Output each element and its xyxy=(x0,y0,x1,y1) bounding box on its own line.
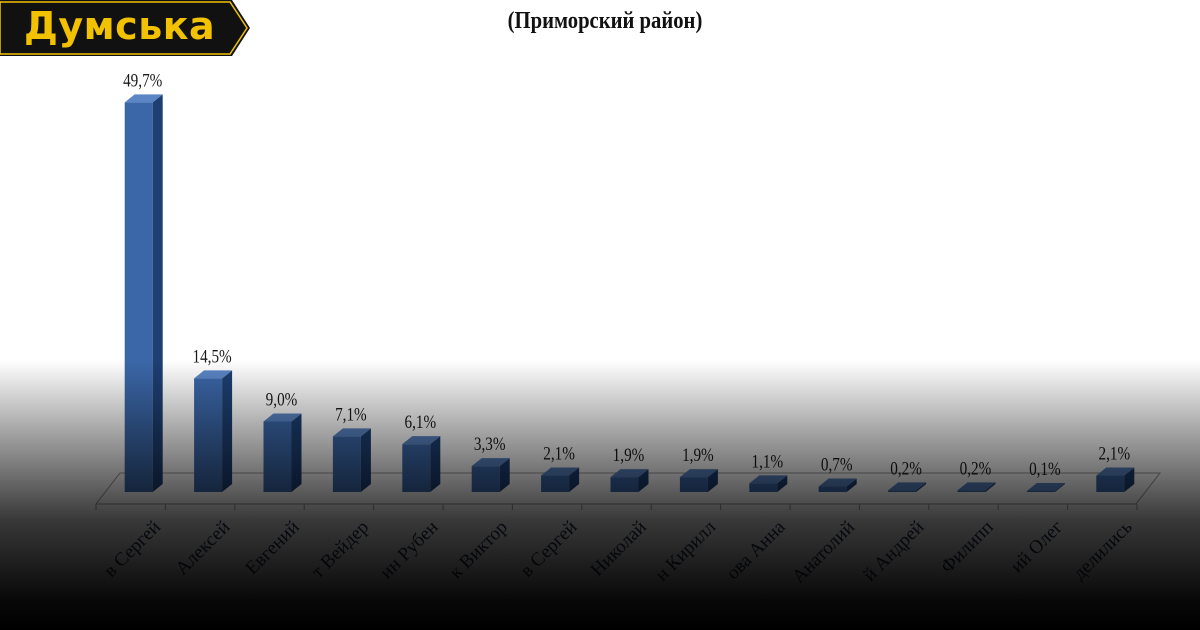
data-label: 0,2% xyxy=(890,458,922,479)
data-label: 1,9% xyxy=(613,445,645,466)
bar xyxy=(471,458,510,492)
category-labels-group: в Сергей Алексей Евгений т Вейдер ин Рубен к … xyxy=(100,516,1137,587)
category-label: ий Олег xyxy=(1007,517,1068,578)
bar-front xyxy=(194,378,223,492)
bar-front xyxy=(679,477,708,492)
category-label: Филипп xyxy=(937,517,998,578)
bar xyxy=(541,467,580,492)
data-label: 7,1% xyxy=(335,404,367,425)
category-label: ова Анна xyxy=(722,516,790,584)
data-label: 1,9% xyxy=(682,445,714,466)
bar-front xyxy=(1096,475,1125,492)
data-label: 0,2% xyxy=(960,458,992,479)
bar-front xyxy=(610,477,639,492)
category-label: т Вейдер xyxy=(307,517,373,583)
bar-front xyxy=(818,486,847,492)
bar xyxy=(402,436,441,492)
bar-side xyxy=(430,436,441,492)
category-label: в Сергей xyxy=(100,517,165,582)
bar-side xyxy=(222,370,233,492)
chart-title: (Приморский район) xyxy=(507,8,703,34)
bar-front xyxy=(124,102,153,493)
bar xyxy=(194,370,233,492)
logo-text: Думська xyxy=(24,4,216,48)
bar-front xyxy=(1026,491,1055,492)
bar-front xyxy=(957,490,986,492)
data-label: 3,3% xyxy=(474,434,506,455)
bar-side xyxy=(291,413,302,492)
bar-front xyxy=(332,436,361,492)
category-label: к Виктор xyxy=(446,517,512,583)
category-label: Николай xyxy=(587,517,651,581)
category-label: делились xyxy=(1069,516,1137,584)
data-label: 9,0% xyxy=(266,389,298,410)
bar xyxy=(263,413,302,492)
data-label: 0,7% xyxy=(821,454,853,475)
bars-group xyxy=(124,94,1135,493)
bar-side xyxy=(360,428,371,492)
site-logo[interactable]: Думська xyxy=(0,0,250,56)
bar-side xyxy=(152,94,163,493)
bar-front xyxy=(888,490,917,492)
x-axis-ticks xyxy=(95,504,1138,510)
category-label: Евгений xyxy=(241,517,303,579)
category-label: ин Рубен xyxy=(376,517,442,583)
bar-front xyxy=(402,444,431,492)
category-label: Анатолий xyxy=(788,517,859,588)
bar xyxy=(124,94,163,493)
bar xyxy=(332,428,371,492)
data-label: 2,1% xyxy=(1098,443,1130,464)
data-label: 2,1% xyxy=(543,443,575,464)
category-label: в Сергей xyxy=(516,517,581,582)
bar xyxy=(1096,467,1135,492)
category-label: Алексей xyxy=(172,517,235,580)
data-label: 14,5% xyxy=(192,346,231,367)
data-label: 1,1% xyxy=(751,451,783,472)
bar-front xyxy=(263,421,292,492)
data-label: 49,7% xyxy=(123,70,162,91)
bar-front xyxy=(471,466,500,492)
data-label: 0,1% xyxy=(1029,458,1061,479)
category-label: н Кирилл xyxy=(651,516,720,585)
bar-front xyxy=(749,483,778,492)
logo-badge-shape xyxy=(0,0,250,56)
bar-front xyxy=(541,475,570,492)
category-label: й Андрей xyxy=(859,517,928,586)
data-label: 6,1% xyxy=(404,412,436,433)
